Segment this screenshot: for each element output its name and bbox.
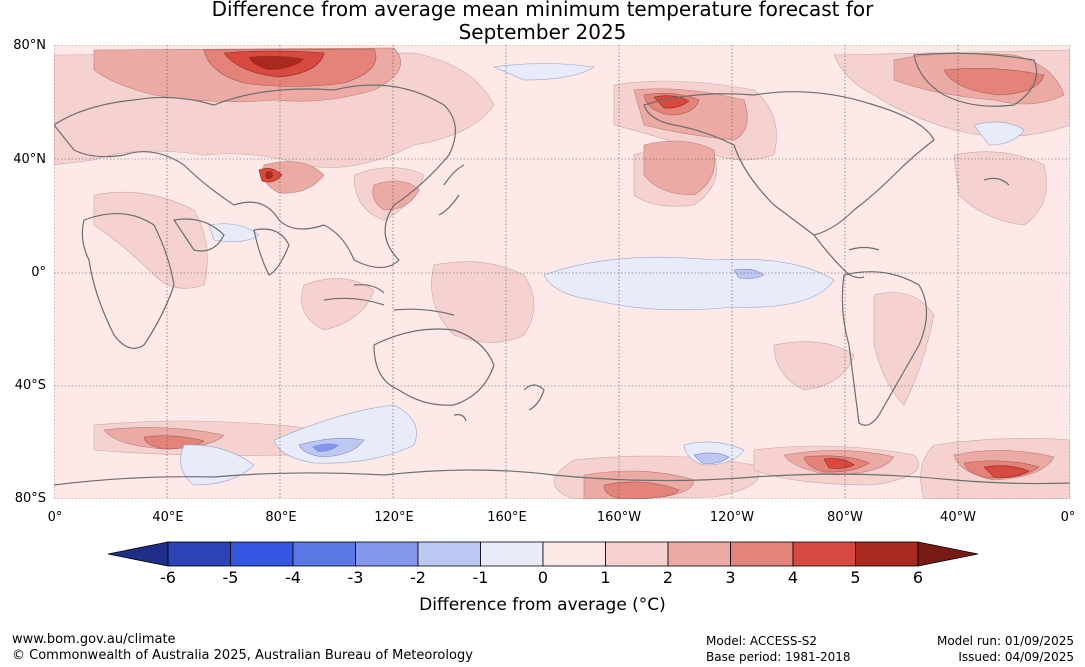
colorbar-segment bbox=[230, 541, 294, 567]
colorbar-segment bbox=[417, 541, 481, 567]
colorbar-segment bbox=[292, 541, 356, 567]
footer-copyright: © Commonwealth of Australia 2025, Austra… bbox=[12, 648, 473, 663]
colorbar-graphic bbox=[107, 541, 979, 567]
footer-issued: Issued: 04/09/2025 bbox=[958, 650, 1074, 664]
colorbar-extend-low bbox=[107, 541, 169, 567]
colorbar-tick-label: 5 bbox=[850, 568, 861, 587]
colorbar-tick-label: -3 bbox=[347, 568, 364, 587]
colorbar-segment bbox=[167, 541, 231, 567]
anomaly-5-6-regions bbox=[249, 55, 304, 179]
title-line-1: Difference from average mean minimum tem… bbox=[211, 0, 874, 21]
colorbar-tick-label: 6 bbox=[912, 568, 924, 587]
colorbar-tick-label: 2 bbox=[662, 568, 674, 587]
footer-model: Model: ACCESS-S2 bbox=[706, 634, 818, 648]
lon-label-0-left: 0° bbox=[47, 510, 63, 525]
lon-label-0-right: 0° bbox=[1060, 510, 1076, 525]
colorbar-title: Difference from average (°C) bbox=[419, 595, 666, 615]
colorbar-segment bbox=[542, 541, 606, 567]
lon-label-160e: 160°E bbox=[487, 510, 527, 525]
lon-label-80w: 80°W bbox=[827, 510, 863, 525]
colorbar-tick-label: 4 bbox=[787, 568, 799, 587]
map-title: Difference from average mean minimum tem… bbox=[0, 0, 1085, 44]
lon-label-120w: 120°W bbox=[709, 510, 755, 525]
lon-label-120e: 120°E bbox=[374, 510, 414, 525]
map-canvas bbox=[54, 45, 1070, 499]
lon-label-40w: 40°W bbox=[940, 510, 976, 525]
coastlines bbox=[54, 52, 1070, 486]
colorbar-segment bbox=[792, 541, 856, 567]
lat-label-80s: 80°S bbox=[14, 491, 46, 506]
footer-website[interactable]: www.bom.gov.au/climate bbox=[12, 632, 176, 647]
colorbar-tick-label: -4 bbox=[285, 568, 301, 587]
colorbar bbox=[107, 540, 979, 568]
colorbar-tick-label: 3 bbox=[725, 568, 736, 587]
anomaly-minus3-minus2-regions bbox=[312, 443, 339, 452]
lat-label-40n: 40°N bbox=[13, 152, 46, 167]
colorbar-tick-label: -2 bbox=[410, 568, 426, 587]
graticule bbox=[54, 45, 1070, 499]
lat-label-0: 0° bbox=[31, 265, 46, 280]
lat-label-40s: 40°S bbox=[14, 378, 46, 393]
colorbar-segment bbox=[480, 541, 544, 567]
lat-label-80n: 80°N bbox=[13, 38, 46, 53]
colorbar-tick-label: 1 bbox=[600, 568, 611, 587]
colorbar-tick-label: -1 bbox=[472, 568, 489, 587]
colorbar-segment bbox=[730, 541, 794, 567]
colorbar-segment bbox=[855, 541, 919, 567]
colorbar-segment bbox=[667, 541, 731, 567]
colorbar-tick-label: 0 bbox=[537, 568, 549, 587]
title-line-2: September 2025 bbox=[458, 20, 627, 44]
lon-label-160w: 160°W bbox=[596, 510, 642, 525]
colorbar-extend-high bbox=[917, 541, 979, 567]
colorbar-tick-label: -6 bbox=[160, 568, 176, 587]
forecast-map bbox=[54, 45, 1070, 499]
colorbar-segment bbox=[355, 541, 419, 567]
lon-label-80e: 80°E bbox=[265, 510, 297, 525]
footer-base-period: Base period: 1981-2018 bbox=[706, 650, 851, 664]
lon-label-40e: 40°E bbox=[152, 510, 184, 525]
colorbar-tick-label: -5 bbox=[222, 568, 239, 587]
footer-model-run: Model run: 01/09/2025 bbox=[936, 634, 1074, 648]
colorbar-segment bbox=[605, 541, 669, 567]
